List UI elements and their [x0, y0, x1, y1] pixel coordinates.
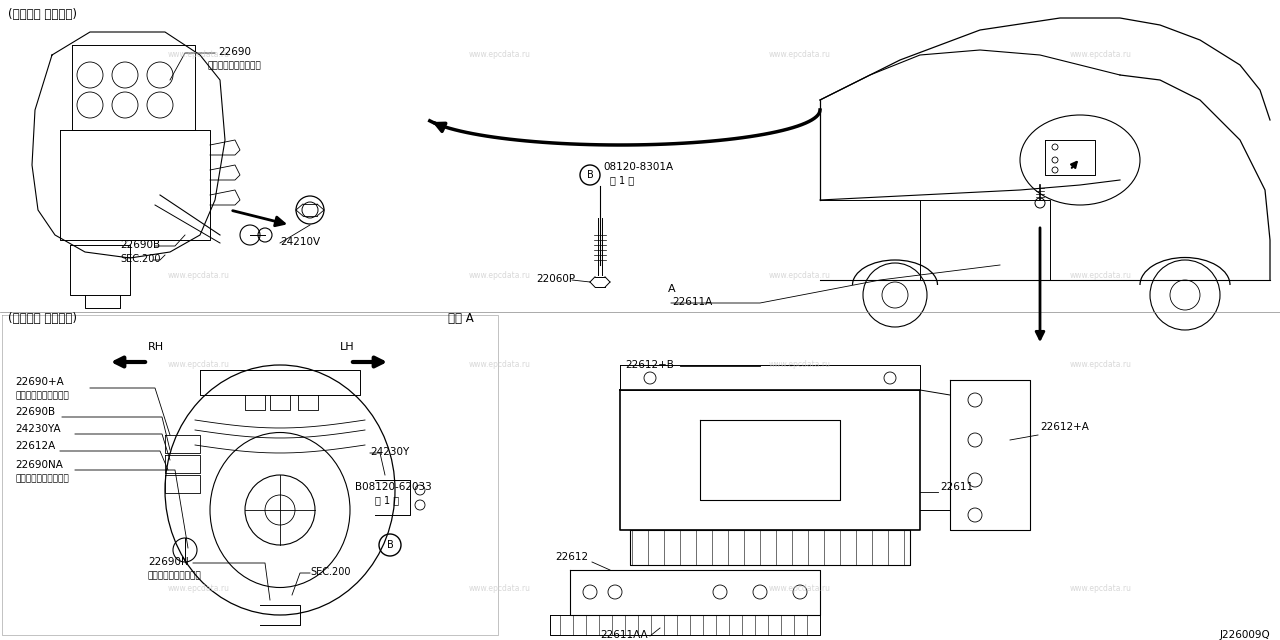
Text: 22690B: 22690B	[15, 407, 55, 417]
Text: （構成部品は非販売）: （構成部品は非販売）	[207, 61, 261, 70]
Text: www.epcdata.ru: www.epcdata.ru	[468, 271, 530, 280]
Text: www.epcdata.ru: www.epcdata.ru	[1070, 360, 1132, 369]
Text: (エンジン 左バンク): (エンジン 左バンク)	[8, 312, 77, 325]
Text: （構成部品は非販売）: （構成部品は非販売）	[148, 571, 202, 580]
Text: 22611: 22611	[940, 482, 973, 492]
Text: 22611A: 22611A	[672, 297, 712, 307]
Text: www.epcdata.ru: www.epcdata.ru	[769, 50, 831, 59]
Text: www.epcdata.ru: www.epcdata.ru	[468, 360, 530, 369]
Text: www.epcdata.ru: www.epcdata.ru	[468, 584, 530, 593]
Text: 矢視 A: 矢視 A	[448, 312, 474, 325]
Text: 22612+A: 22612+A	[1039, 422, 1089, 432]
Text: 24210V: 24210V	[280, 237, 320, 247]
Text: J226009Q: J226009Q	[1220, 630, 1270, 640]
Text: www.epcdata.ru: www.epcdata.ru	[1070, 50, 1132, 59]
Text: （構成部品は非販売）: （構成部品は非販売）	[15, 474, 69, 483]
Text: www.epcdata.ru: www.epcdata.ru	[1070, 271, 1132, 280]
Text: www.epcdata.ru: www.epcdata.ru	[168, 584, 229, 593]
Text: www.epcdata.ru: www.epcdata.ru	[468, 50, 530, 59]
Text: （ 1 ）: （ 1 ）	[375, 495, 399, 505]
Text: www.epcdata.ru: www.epcdata.ru	[769, 584, 831, 593]
Text: 08120-8301A: 08120-8301A	[603, 162, 673, 172]
Text: (エンジン 右バンク): (エンジン 右バンク)	[8, 8, 77, 21]
Text: 22690B: 22690B	[120, 240, 160, 250]
Text: SEC.200: SEC.200	[310, 567, 351, 577]
Text: SEC.200: SEC.200	[120, 254, 160, 264]
Text: 22612A: 22612A	[15, 441, 55, 451]
Text: 22690+A: 22690+A	[15, 377, 64, 387]
Text: 22611AA: 22611AA	[600, 630, 648, 640]
Text: 24230Y: 24230Y	[370, 447, 410, 457]
Text: 22612: 22612	[556, 552, 588, 562]
Text: 24230YA: 24230YA	[15, 424, 60, 434]
Text: RH: RH	[148, 342, 164, 352]
Text: www.epcdata.ru: www.epcdata.ru	[769, 360, 831, 369]
Text: 22690NA: 22690NA	[15, 460, 63, 470]
Text: www.epcdata.ru: www.epcdata.ru	[168, 50, 229, 59]
Text: www.epcdata.ru: www.epcdata.ru	[769, 271, 831, 280]
Text: 22612+B: 22612+B	[625, 360, 673, 370]
Text: 22060P: 22060P	[536, 274, 575, 284]
Text: www.epcdata.ru: www.epcdata.ru	[168, 360, 229, 369]
Text: 22690: 22690	[218, 47, 251, 57]
Text: LH: LH	[340, 342, 355, 352]
Text: B: B	[586, 170, 594, 180]
Text: www.epcdata.ru: www.epcdata.ru	[1070, 584, 1132, 593]
Text: B: B	[387, 540, 393, 550]
Text: www.epcdata.ru: www.epcdata.ru	[168, 271, 229, 280]
Text: B08120-62033: B08120-62033	[355, 482, 431, 492]
Text: （構成部品は非販売）: （構成部品は非販売）	[15, 391, 69, 400]
Text: A: A	[668, 284, 676, 294]
Text: （ 1 ）: （ 1 ）	[611, 175, 634, 185]
Text: 22690N: 22690N	[148, 557, 188, 567]
